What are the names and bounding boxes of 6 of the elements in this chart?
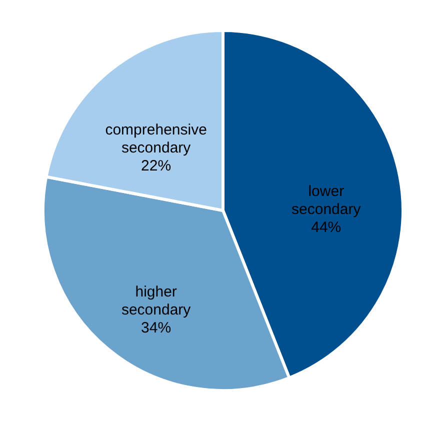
- slice-label: lower secondary: [292, 182, 362, 218]
- slice-label: higher secondary: [121, 283, 192, 318]
- data-label: 34%: [141, 319, 172, 336]
- data-label: 44%: [311, 218, 342, 236]
- data-label: 22%: [141, 158, 172, 175]
- slice-label: comprehensive secondary: [105, 122, 207, 157]
